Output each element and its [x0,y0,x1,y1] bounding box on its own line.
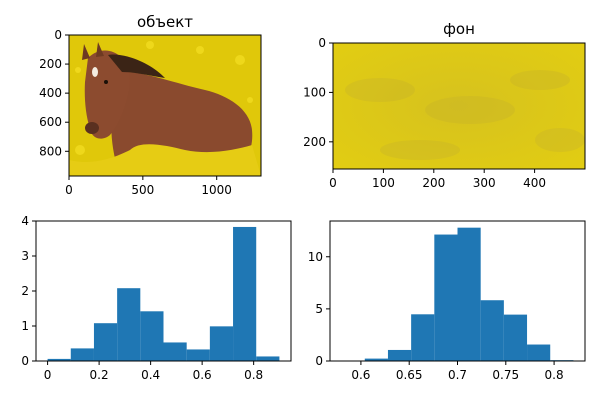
background-ytick-label: 0 [318,36,326,50]
hist-background-bar [434,235,457,361]
subplot-background: фон 0 100 200 300 400 0 100 200 [303,20,585,190]
hist-object-bar [256,356,279,361]
hist-background-xtick-label: 0.8 [545,368,564,382]
background-xtick-label: 400 [523,176,546,190]
hist-background-ytick-label: 5 [315,302,323,316]
subplot-object: объект 0 500 1000 [39,13,261,197]
hist-object-bars [48,227,280,361]
hist-object-bar [233,227,256,361]
hist-object-xtick-label: 0.6 [193,368,212,382]
hist-object-ytick-label: 3 [21,249,29,263]
background-xtick-label: 100 [372,176,395,190]
hist-object-bar [71,348,94,361]
subplot-hist-background: 0.6 0.65 0.7 0.75 0.8 0 5 10 [308,221,585,382]
hist-background-bar [388,350,411,361]
object-title: объект [137,13,193,31]
background-xtick-label: 300 [473,176,496,190]
hist-background-ytick-label: 0 [315,354,323,368]
hist-background-xtick-label: 0.75 [492,368,519,382]
hist-background-bar [504,315,527,361]
hist-object-ytick-label: 1 [21,319,29,333]
hist-object-ytick-label: 4 [21,214,29,228]
object-xtick-label: 0 [65,183,73,197]
hist-object-bar [117,288,140,361]
hist-background-bar [458,228,481,361]
hist-background-xtick-label: 0.7 [448,368,467,382]
object-ytick-label: 400 [39,86,62,100]
hist-background-bar [411,314,434,361]
hist-background-bar [527,345,550,361]
hist-object-bar [164,342,187,361]
background-image [333,43,585,169]
object-ytick-label: 800 [39,144,62,158]
hist-background-xtick-label: 0.65 [396,368,423,382]
background-xtick-label: 0 [329,176,337,190]
hist-object-bar [94,323,117,361]
object-xtick-label: 500 [131,183,154,197]
hist-object-bar [210,326,233,361]
hist-background-bars [342,228,574,361]
object-image [69,35,261,176]
background-title: фон [443,20,475,38]
object-ytick-label: 0 [54,28,62,42]
hist-object-ytick-label: 2 [21,284,29,298]
object-ytick-label: 200 [39,57,62,71]
subplot-hist-object: 0 0.2 0.4 0.6 0.8 0 1 2 3 4 [21,214,291,382]
object-ytick-label: 600 [39,115,62,129]
hist-background-bar [481,300,504,361]
hist-background-xtick-label: 0.6 [351,368,370,382]
hist-object-ytick-label: 0 [21,354,29,368]
hist-object-xtick-label: 0.4 [141,368,160,382]
background-ytick-label: 100 [303,85,326,99]
hist-background-ytick-label: 10 [308,250,323,264]
object-xtick-label: 1000 [201,183,232,197]
hist-object-bar [187,349,210,361]
background-ytick-label: 200 [303,135,326,149]
hist-object-xtick-label: 0 [44,368,52,382]
hist-object-bar [140,311,163,361]
hist-object-xtick-label: 0.8 [244,368,263,382]
background-xtick-label: 200 [422,176,445,190]
hist-object-xtick-label: 0.2 [90,368,109,382]
